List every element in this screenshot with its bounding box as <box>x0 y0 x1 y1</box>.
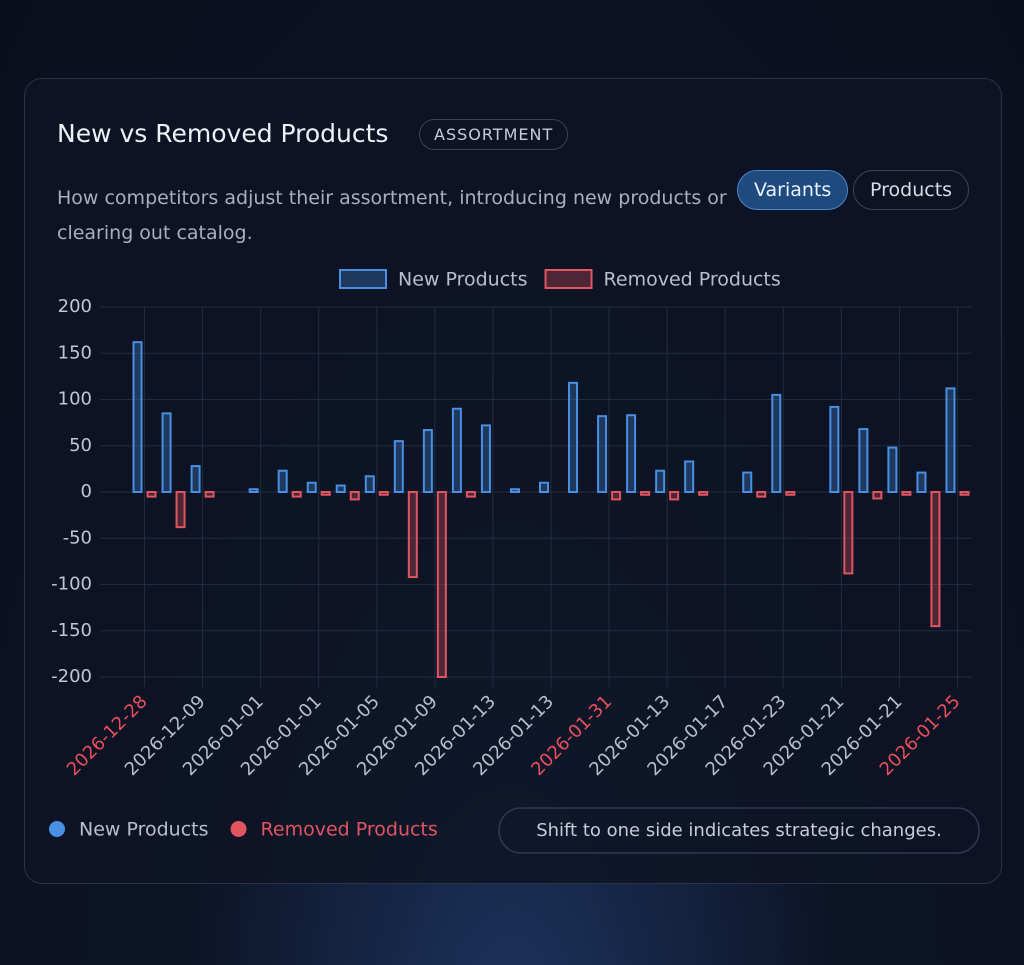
bar <box>291 491 302 498</box>
bar <box>407 491 418 579</box>
bar <box>872 491 883 500</box>
bar <box>945 387 956 493</box>
legend-label: New Products <box>398 269 528 291</box>
note: Shift to one side indicates strategic ch… <box>536 820 942 841</box>
bar <box>829 405 840 493</box>
legend-dot <box>49 821 65 837</box>
bar <box>436 491 447 678</box>
bar <box>858 428 869 494</box>
bar <box>480 424 491 493</box>
y-tick-label: -50 <box>63 527 92 548</box>
bar <box>887 446 898 494</box>
legend-label: New Products <box>79 819 209 841</box>
y-tick-label: 100 <box>58 389 92 410</box>
y-tick-label: -100 <box>51 574 92 595</box>
bar <box>364 475 375 493</box>
legend-dot <box>230 821 247 837</box>
bar <box>684 460 695 494</box>
bar <box>175 491 186 529</box>
bar <box>393 440 404 493</box>
y-tick-label: 0 <box>81 481 92 502</box>
bar <box>277 469 288 494</box>
bar <box>509 488 520 494</box>
bar <box>161 412 172 493</box>
bar <box>306 481 317 493</box>
bar <box>785 491 796 496</box>
y-tick-label: 200 <box>58 296 92 317</box>
bar <box>349 491 360 501</box>
bar <box>611 491 622 501</box>
y-tick-label: -150 <box>51 620 92 641</box>
bar <box>626 414 637 494</box>
bar <box>146 491 157 498</box>
bar <box>451 407 462 493</box>
bar <box>640 491 651 496</box>
legend-swatch <box>339 269 387 289</box>
bar <box>916 471 927 494</box>
bar <box>901 491 912 496</box>
bar <box>669 491 680 501</box>
legend-label: Removed Products <box>261 819 438 841</box>
bar <box>190 465 201 494</box>
y-tick-label: 150 <box>58 342 92 363</box>
legend-swatch <box>544 269 593 289</box>
subtitle: How competitors adjust their assortment,… <box>57 187 727 244</box>
badge: ASSORTMENT <box>419 119 569 150</box>
bar <box>465 491 476 498</box>
bar <box>930 491 941 628</box>
bar <box>597 415 608 493</box>
bar <box>771 393 782 493</box>
bar <box>248 488 259 494</box>
y-tick-label: -200 <box>51 666 92 687</box>
note-box <box>498 807 980 854</box>
bar <box>742 471 753 494</box>
y-tick-label: 50 <box>69 435 92 456</box>
bar <box>539 481 549 493</box>
bar <box>422 429 433 493</box>
bar <box>320 491 331 496</box>
bar <box>378 491 389 496</box>
title: New vs Removed Products <box>57 119 389 148</box>
toggle-button[interactable]: Products <box>853 170 970 210</box>
bar <box>132 341 143 493</box>
bar <box>959 491 970 496</box>
bar <box>335 484 346 493</box>
bar <box>204 491 215 498</box>
bar <box>568 381 579 494</box>
bar <box>655 469 666 494</box>
legend-label: Removed Products <box>604 269 781 291</box>
bar <box>698 491 709 496</box>
toggle-button[interactable]: Variants <box>737 170 849 210</box>
bar <box>756 491 767 498</box>
bar <box>843 491 854 575</box>
